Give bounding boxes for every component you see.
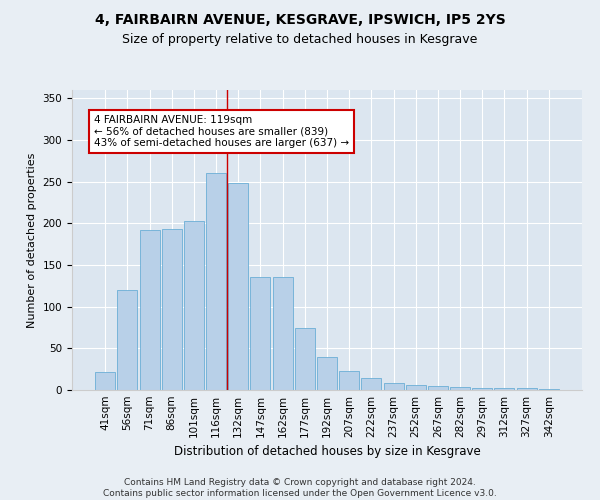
Text: 4, FAIRBAIRN AVENUE, KESGRAVE, IPSWICH, IP5 2YS: 4, FAIRBAIRN AVENUE, KESGRAVE, IPSWICH, … (95, 12, 505, 26)
Bar (272, 276, 293, 390)
Bar (472, 388, 492, 390)
Bar (317, 356, 337, 390)
Bar (450, 386, 470, 390)
Bar (250, 276, 271, 390)
Bar (361, 378, 382, 390)
Bar (339, 371, 359, 390)
Bar (494, 388, 514, 390)
Bar (162, 229, 182, 390)
Bar (206, 174, 226, 390)
Bar (539, 389, 559, 390)
Bar (95, 372, 115, 390)
Bar (118, 290, 137, 390)
Bar (184, 221, 204, 390)
Bar (383, 384, 404, 390)
Text: Size of property relative to detached houses in Kesgrave: Size of property relative to detached ho… (122, 32, 478, 46)
Bar (295, 328, 315, 390)
Bar (406, 385, 426, 390)
X-axis label: Distribution of detached houses by size in Kesgrave: Distribution of detached houses by size … (173, 446, 481, 458)
Bar (140, 230, 160, 390)
Bar (517, 388, 536, 390)
Text: Contains HM Land Registry data © Crown copyright and database right 2024.
Contai: Contains HM Land Registry data © Crown c… (103, 478, 497, 498)
Text: 4 FAIRBAIRN AVENUE: 119sqm
← 56% of detached houses are smaller (839)
43% of sem: 4 FAIRBAIRN AVENUE: 119sqm ← 56% of deta… (94, 115, 349, 148)
Y-axis label: Number of detached properties: Number of detached properties (27, 152, 37, 328)
Bar (228, 184, 248, 390)
Bar (428, 386, 448, 390)
